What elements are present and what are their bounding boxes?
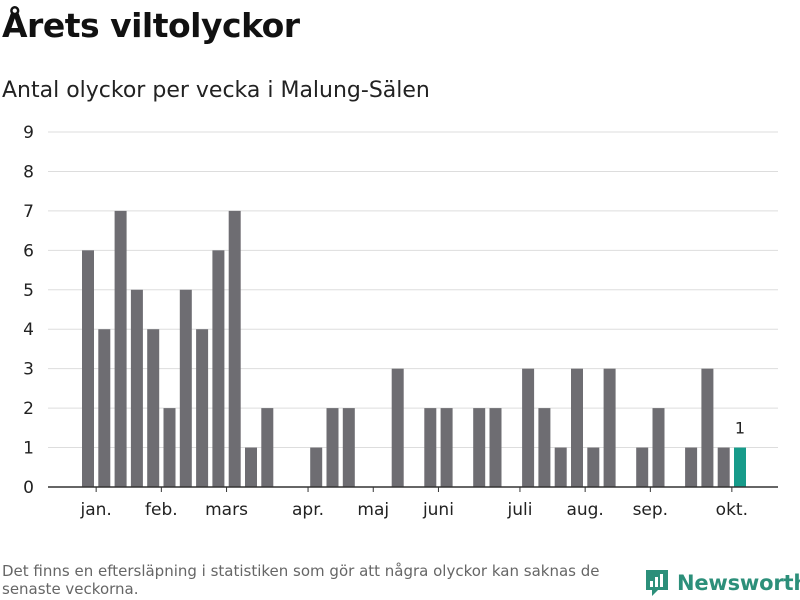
bar-highlight bbox=[734, 447, 746, 487]
bar bbox=[473, 408, 486, 487]
bar bbox=[440, 408, 453, 487]
bar bbox=[228, 210, 241, 487]
bar-chart: 0 1 2 3 4 5 6 7 8 9 1 jan. feb. mars apr. maj juni juli au… bbox=[23, 123, 778, 520]
x-tick-label: mars bbox=[205, 500, 248, 520]
footnote: Det finns en eftersläpning i statistiken… bbox=[2, 562, 600, 598]
newsworthy-logo: Newsworthy bbox=[644, 568, 800, 598]
bar bbox=[196, 329, 209, 487]
bar bbox=[212, 250, 225, 487]
y-tick-label: 0 bbox=[23, 478, 34, 498]
y-tick-label: 8 bbox=[23, 162, 34, 182]
y-tick-label: 2 bbox=[23, 399, 34, 419]
bar bbox=[98, 329, 111, 487]
bar bbox=[342, 408, 355, 487]
bar bbox=[245, 447, 257, 487]
bar bbox=[587, 447, 600, 487]
y-tick-label: 1 bbox=[23, 439, 34, 459]
y-tick-label: 3 bbox=[23, 360, 34, 380]
chart-title: Årets viltolyckor bbox=[2, 6, 300, 45]
bar bbox=[652, 408, 665, 487]
bar bbox=[538, 408, 551, 487]
bar bbox=[326, 408, 339, 487]
bar bbox=[554, 447, 567, 487]
bar bbox=[114, 210, 127, 487]
y-tick-label: 5 bbox=[23, 281, 34, 301]
y-tick-label: 7 bbox=[23, 202, 34, 222]
x-tick-label: maj bbox=[357, 500, 389, 520]
bar bbox=[701, 368, 714, 487]
bar bbox=[685, 447, 698, 487]
bar bbox=[571, 368, 583, 487]
y-tick-label: 6 bbox=[23, 241, 34, 261]
bar bbox=[82, 250, 94, 487]
bar bbox=[130, 289, 143, 487]
newsworthy-brand: Newsworthy bbox=[677, 571, 800, 595]
x-tick-label: aug. bbox=[566, 500, 603, 520]
x-tick-label: okt. bbox=[716, 500, 748, 520]
bar bbox=[522, 368, 535, 487]
bar bbox=[310, 447, 323, 487]
x-tick-label: jan. bbox=[79, 500, 111, 520]
bar bbox=[717, 447, 730, 487]
bar bbox=[147, 329, 160, 487]
bar bbox=[163, 408, 176, 487]
bar bbox=[261, 408, 274, 487]
bar bbox=[489, 408, 502, 487]
newsworthy-logo-icon bbox=[646, 570, 668, 596]
y-tick-label: 4 bbox=[23, 320, 34, 340]
x-tick-label: feb. bbox=[145, 500, 178, 520]
data-label: 1 bbox=[735, 419, 745, 438]
x-tick-label: juli bbox=[506, 500, 532, 520]
bar bbox=[424, 408, 437, 487]
bar bbox=[391, 368, 404, 487]
x-tick-label: sep. bbox=[633, 500, 669, 520]
bar bbox=[636, 447, 649, 487]
x-tick-label: juni bbox=[422, 500, 454, 520]
x-tick-label: apr. bbox=[292, 500, 324, 520]
bar bbox=[179, 289, 192, 487]
y-tick-label: 9 bbox=[23, 123, 34, 143]
chart-subtitle: Antal olyckor per vecka i Malung-Sälen bbox=[2, 78, 430, 103]
bar bbox=[603, 368, 616, 487]
